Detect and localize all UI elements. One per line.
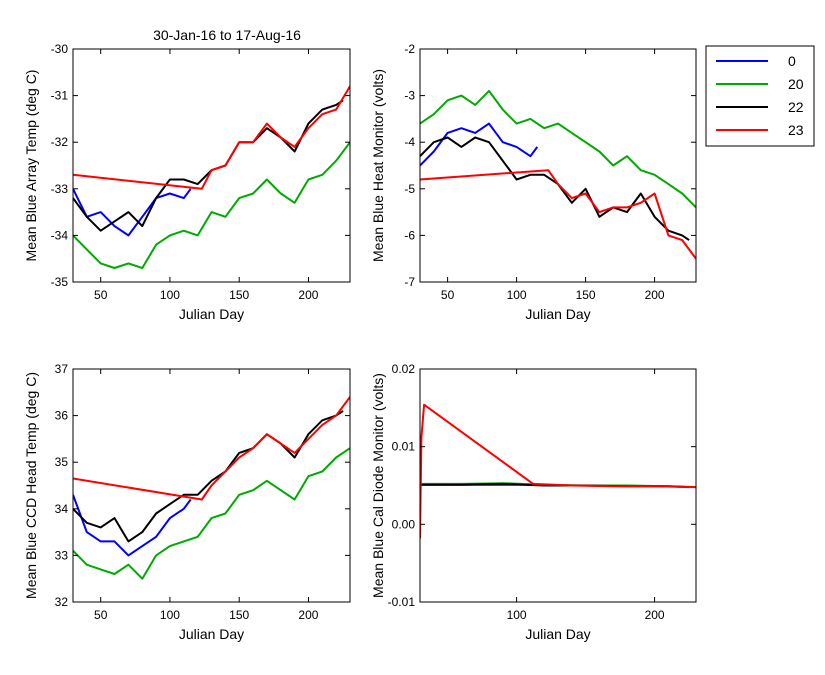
x-tick-label: 200 [645, 288, 665, 302]
y-tick-label: -6 [404, 228, 415, 242]
y-tick-label: -34 [51, 228, 69, 242]
y-tick-label: -2 [404, 42, 415, 56]
y-tick-label: 36 [55, 409, 69, 423]
legend-label-23: 23 [788, 122, 804, 138]
series-line-23 [420, 403, 696, 539]
plot-frame [419, 368, 697, 603]
y-tick-label: -5 [404, 182, 415, 196]
plot-frame [72, 368, 351, 603]
y-tick-label: 0.02 [392, 362, 416, 376]
y-tick-label: -35 [51, 275, 69, 289]
x-axis-label: Julian Day [525, 626, 590, 642]
legend-label-0: 0 [788, 53, 796, 69]
legend-label-22: 22 [788, 99, 804, 115]
series-line-22 [420, 136, 690, 241]
y-tick-label: 37 [55, 362, 69, 376]
y-tick-label: 0.00 [392, 517, 416, 531]
series-line-20 [73, 141, 350, 269]
y-axis-label: Mean Blue Array Temp (deg C) [23, 70, 39, 262]
y-tick-label: 34 [55, 502, 69, 516]
series-line-23 [73, 85, 350, 190]
x-tick-label: 150 [229, 288, 249, 302]
y-axis-label: Mean Blue CCD Head Temp (deg C) [23, 372, 39, 599]
x-tick-label: 50 [94, 608, 108, 622]
x-axis-label: Julian Day [179, 626, 244, 642]
y-tick-label: 35 [55, 455, 69, 469]
series-line-20 [73, 447, 350, 580]
series-line-0 [73, 494, 192, 557]
x-tick-label: 150 [229, 608, 249, 622]
x-tick-label: 100 [160, 608, 180, 622]
chart-panel-1: 50 100 150 200 -35 -34 -33 -32 -31 -30 Julian Day M… [23, 42, 351, 322]
series-line-0 [73, 188, 192, 237]
series-line-22 [73, 99, 344, 232]
y-tick-label: -32 [51, 135, 69, 149]
x-tick-label: 200 [298, 288, 318, 302]
series-line-20 [420, 89, 696, 209]
y-tick-label: -31 [51, 89, 69, 103]
y-tick-label: 0.01 [392, 440, 416, 454]
y-tick-label: -0.01 [388, 595, 416, 609]
figure-title: 30-Jan-16 to 17-Aug-16 [153, 27, 301, 43]
x-axis-label: Julian Day [179, 306, 244, 322]
chart-panel-2: 50 100 150 200 -7 -6 -5 -4 -3 -2 Julian Day Mean Bl… [370, 42, 697, 322]
series-line-23 [420, 169, 696, 260]
x-tick-label: 200 [298, 608, 318, 622]
y-tick-label: -4 [404, 135, 415, 149]
y-tick-label: 32 [55, 595, 69, 609]
x-tick-label: 200 [645, 608, 665, 622]
plot-frame [72, 48, 351, 283]
plot-frame [419, 48, 697, 283]
y-tick-label: -30 [51, 42, 69, 56]
legend-label-20: 20 [788, 76, 804, 92]
series-line-0 [420, 122, 539, 167]
x-axis-label: Julian Day [525, 306, 590, 322]
chart-panel-3: 50 100 150 200 32 33 34 35 36 37 Julian Day Mean Bl… [23, 362, 351, 642]
x-tick-label: 50 [441, 288, 455, 302]
x-tick-label: 100 [507, 608, 527, 622]
y-axis-label: Mean Blue Cal Diode Monitor (volts) [370, 373, 386, 598]
x-tick-label: 100 [507, 288, 527, 302]
chart-panel-4: 100 200 -0.01 0.00 0.01 0.02 Julian Day Mean Bl… [370, 362, 697, 642]
x-tick-label: 50 [94, 288, 108, 302]
x-tick-label: 100 [160, 288, 180, 302]
y-tick-label: -3 [404, 89, 415, 103]
series-line-23 [73, 396, 350, 501]
y-tick-label: -7 [404, 275, 415, 289]
x-tick-label: 150 [576, 288, 596, 302]
y-tick-label: 33 [55, 548, 69, 562]
legend: 0 20 22 23 [705, 45, 815, 147]
series-line-22 [73, 410, 344, 543]
y-tick-label: -33 [51, 182, 69, 196]
y-axis-label: Mean Blue Heat Monitor (volts) [370, 69, 386, 262]
